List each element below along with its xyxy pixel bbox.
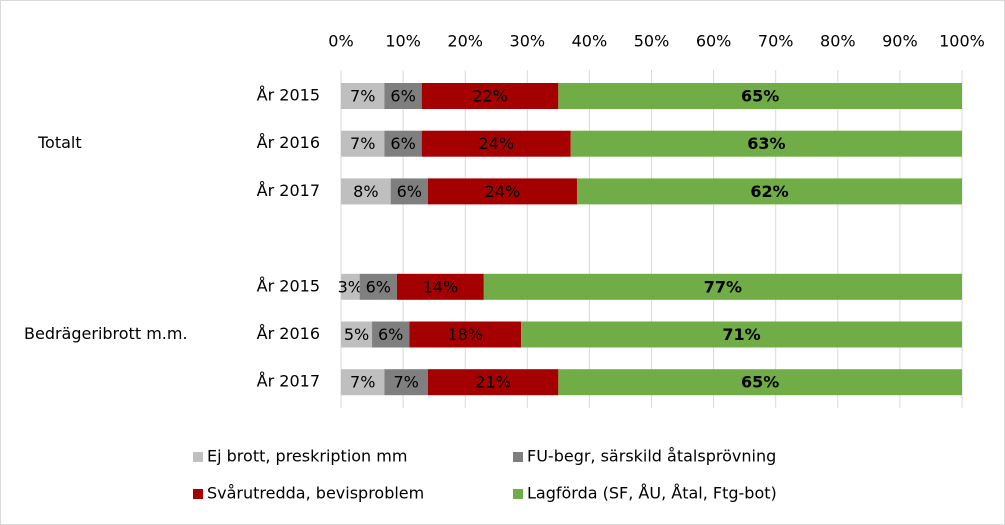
legend-label: FU-begr, särskild åtalsprövning	[527, 447, 776, 466]
legend-swatch	[193, 489, 203, 499]
bar-segment	[483, 273, 962, 300]
data-label: 77%	[704, 277, 742, 296]
x-tick-label: 40%	[572, 32, 608, 51]
data-label: 65%	[741, 87, 779, 106]
bar-segment	[576, 178, 962, 205]
bar-segment	[558, 369, 962, 396]
bar-segment	[521, 321, 962, 348]
group-label: Bedrägeribrott m.m.	[24, 324, 188, 343]
bar-segment	[384, 83, 422, 109]
data-label: 62%	[750, 182, 788, 201]
x-tick-label: 80%	[820, 32, 856, 51]
bar-segment	[570, 130, 962, 157]
x-tick-label: 20%	[447, 32, 483, 51]
y-tick-label: År 2015	[257, 86, 320, 105]
data-label: 24%	[478, 134, 514, 153]
group-label: Totalt	[37, 133, 82, 152]
data-label: 7%	[350, 134, 375, 153]
data-label: 21%	[475, 373, 511, 392]
y-tick-label: År 2015	[257, 276, 320, 295]
bar-segment	[390, 178, 428, 205]
bar-segment	[427, 178, 577, 205]
bar-segment	[341, 369, 385, 396]
data-label: 65%	[741, 373, 779, 392]
legend-swatch	[193, 452, 203, 462]
y-tick-label: År 2016	[257, 324, 320, 343]
data-label: 6%	[390, 134, 415, 153]
data-label: 3%	[338, 277, 363, 296]
y-tick-label: År 2017	[257, 372, 320, 391]
data-label: 14%	[423, 277, 459, 296]
legend-label: Lagförda (SF, ÅU, Åtal, Ftg-bot)	[527, 484, 777, 503]
data-label: 6%	[378, 325, 403, 344]
bar-segment	[372, 321, 410, 348]
legend-label: Svårutredda, bevisproblem	[207, 484, 424, 503]
bar-segment	[396, 273, 484, 300]
data-label: 18%	[447, 325, 483, 344]
bar-segment	[421, 130, 571, 157]
x-tick-label: 90%	[882, 32, 918, 51]
data-label: 6%	[366, 277, 391, 296]
bar-segment	[427, 369, 559, 396]
bar-segment	[409, 321, 522, 348]
bar-segment	[341, 321, 373, 348]
x-tick-label: 100%	[939, 32, 985, 51]
data-label: 5%	[344, 325, 369, 344]
y-tick-label: År 2017	[257, 181, 320, 200]
data-label: 8%	[353, 182, 378, 201]
x-tick-label: 30%	[510, 32, 546, 51]
bar-segment	[341, 130, 385, 157]
bar-segment	[359, 273, 397, 300]
legend-swatch	[513, 489, 523, 499]
bar-segment	[341, 273, 360, 300]
data-label: 7%	[394, 373, 419, 392]
bar-segment	[384, 369, 428, 396]
y-tick-label: År 2016	[257, 133, 320, 152]
bar-segment	[421, 83, 559, 109]
bar-segment	[341, 83, 385, 109]
data-label: 71%	[722, 325, 760, 344]
x-tick-label: 10%	[385, 32, 421, 51]
x-tick-label: 70%	[758, 32, 794, 51]
data-label: 6%	[390, 87, 415, 106]
x-tick-label: 60%	[696, 32, 732, 51]
data-label: 63%	[747, 134, 785, 153]
data-label: 7%	[350, 373, 375, 392]
bar-segment	[341, 178, 391, 205]
bar-segment	[558, 83, 962, 109]
bar-segment	[384, 130, 422, 157]
legend-swatch	[513, 452, 523, 462]
x-tick-label: 50%	[634, 32, 670, 51]
data-label: 22%	[472, 87, 508, 106]
data-label: 6%	[397, 182, 422, 201]
data-label: 7%	[350, 87, 375, 106]
legend-label: Ej brott, preskription mm	[207, 447, 407, 466]
x-tick-label: 0%	[328, 32, 353, 51]
data-label: 24%	[485, 182, 521, 201]
